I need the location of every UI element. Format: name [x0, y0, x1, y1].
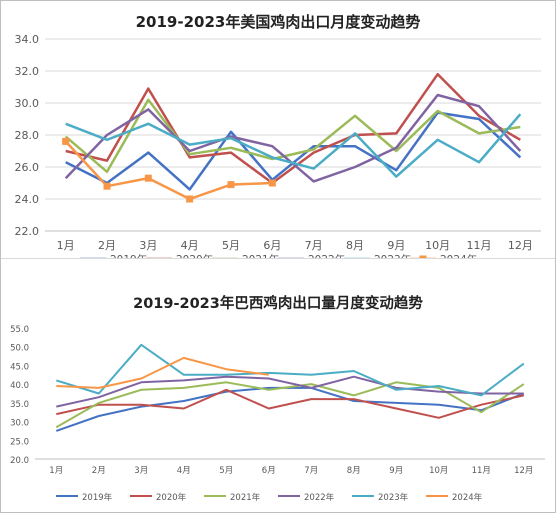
- y-tick-label: 28.0: [15, 129, 40, 142]
- x-tick-label: 3月: [134, 466, 148, 476]
- series-line-2023年: [65, 113, 522, 178]
- x-tick-label: 12月: [514, 466, 533, 476]
- y-tick-label: 20.0: [10, 456, 29, 466]
- x-tick-label: 7月: [305, 239, 323, 252]
- x-tick-label: 1月: [57, 239, 75, 252]
- legend-label: 2019年: [110, 253, 147, 259]
- brazil-chart-plot: 20.0 25.0 30.0 35.0 40.0 45.0 50.0 55.0 1月 2月 3月 4月…: [10, 325, 545, 503]
- y-tick-label: 50.0: [10, 344, 29, 354]
- y-tick-label: 22.0: [15, 225, 40, 238]
- y-tick-label: 40.0: [10, 381, 29, 391]
- x-tick-label: 2月: [98, 239, 116, 252]
- series-line-2024年: [64, 140, 273, 201]
- x-tick-label: 2月: [92, 466, 106, 476]
- x-tick-label: 5月: [222, 239, 240, 252]
- legend-label: 2021年: [230, 492, 261, 503]
- x-tick-label: 4月: [177, 466, 191, 476]
- x-tick-label: 9月: [387, 239, 405, 252]
- x-tick-label: 10月: [429, 466, 448, 476]
- y-tick-label: 32.0: [15, 65, 40, 78]
- x-tick-label: 11月: [467, 239, 492, 252]
- y-tick-label: 30.0: [15, 97, 40, 110]
- legend-label: 2022年: [304, 492, 335, 503]
- y-tick-label: 45.0: [10, 362, 29, 372]
- y-tick-label: 26.0: [15, 161, 40, 174]
- series-line-2022年: [56, 375, 524, 408]
- series-line-2020年: [56, 388, 525, 419]
- y-tick-label: 35.0: [10, 400, 29, 410]
- legend-label: 2021年: [242, 253, 279, 259]
- chart-title: 2019-2023年美国鸡肉出口月度变动趋势: [135, 13, 421, 31]
- data-point-marker: [227, 181, 235, 189]
- series-line-2021年: [64, 98, 521, 174]
- series-line-2023年: [56, 343, 525, 397]
- legend-label: 2019年: [82, 492, 113, 503]
- legend-label: 2024年: [452, 492, 483, 503]
- x-tick-label: 11月: [472, 466, 491, 476]
- data-point-marker: [186, 195, 194, 203]
- us-chicken-export-chart: 2019-2023年美国鸡肉出口月度变动趋势 22.0 24.0 26.0 28.0 3…: [1, 1, 555, 259]
- series-line-2020年: [65, 72, 521, 185]
- y-tick-label: 30.0: [10, 419, 29, 429]
- x-tick-label: 9月: [389, 466, 403, 476]
- legend-label: 2024年: [440, 253, 477, 259]
- x-tick-label: 12月: [508, 239, 533, 252]
- x-tick-label: 8月: [346, 239, 364, 252]
- legend-label: 2022年: [308, 253, 345, 259]
- x-tick-label: 8月: [347, 466, 361, 476]
- data-point-marker: [103, 182, 111, 190]
- brazil-chicken-export-chart: 2019-2023年巴西鸡肉出口量月度变动趋势 20.0 25.0 30.0 35.0…: [1, 259, 555, 512]
- data-point-marker: [62, 137, 70, 145]
- legend-label: 2020年: [176, 253, 213, 259]
- data-point-marker: [268, 179, 276, 187]
- us-chart-plot: 22.0 24.0 26.0 28.0 30.0 32.0 34.0 1月 2月 3月 4月 5月 6月…: [15, 33, 541, 259]
- panel-divider: [1, 258, 555, 259]
- chart-title: 2019-2023年巴西鸡肉出口量月度变动趋势: [133, 296, 423, 312]
- y-tick-label: 55.0: [10, 325, 29, 335]
- legend-label: 2020年: [156, 492, 187, 503]
- data-point-marker: [144, 174, 152, 182]
- legend-label: 2023年: [378, 492, 409, 503]
- y-tick-label: 24.0: [15, 193, 40, 206]
- legend-label: 2023年: [374, 253, 411, 259]
- y-tick-label: 25.0: [10, 437, 29, 447]
- x-tick-label: 6月: [262, 466, 276, 476]
- legend-marker: [419, 255, 427, 259]
- series-line-2024年: [56, 356, 269, 389]
- x-tick-label: 3月: [139, 239, 157, 252]
- y-tick-label: 34.0: [15, 33, 40, 46]
- x-tick-label: 4月: [181, 239, 199, 252]
- x-tick-label: 5月: [219, 466, 233, 476]
- x-tick-label: 6月: [263, 239, 281, 252]
- x-tick-label: 1月: [49, 466, 63, 476]
- x-tick-label: 7月: [304, 466, 318, 476]
- x-tick-label: 10月: [425, 239, 450, 252]
